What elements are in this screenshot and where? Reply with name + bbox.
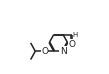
Text: O: O: [41, 47, 48, 56]
Text: H: H: [72, 32, 78, 38]
Text: O: O: [69, 40, 76, 49]
Text: N: N: [60, 47, 66, 56]
